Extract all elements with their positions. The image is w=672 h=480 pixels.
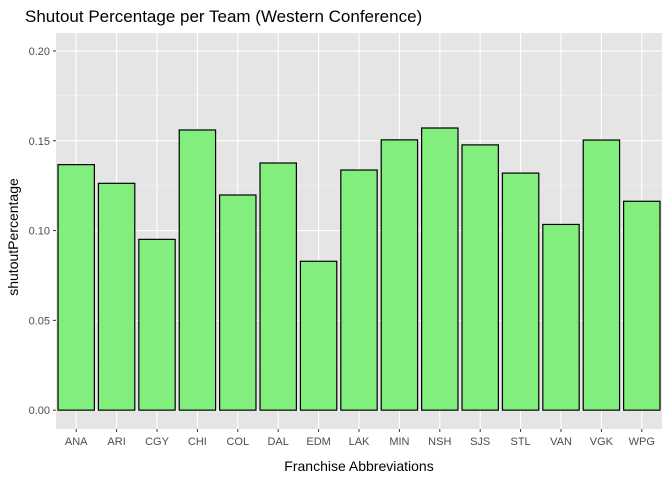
y-tick-label: 0.05 (29, 315, 50, 327)
x-tick-label: CGY (145, 436, 170, 448)
bar-ana (57, 164, 95, 411)
y-tick-label: 0.20 (29, 46, 50, 58)
x-tick-label: MIN (389, 436, 409, 448)
bar-wpg (623, 200, 661, 411)
x-tick-label: LAK (349, 436, 370, 448)
bar-cgy (138, 238, 176, 411)
y-tick-label: 0.15 (29, 136, 50, 148)
x-tick-label: WPG (629, 436, 655, 448)
x-tick-label: CHI (188, 436, 207, 448)
bar-edm (299, 260, 338, 411)
bar-lak (340, 169, 378, 411)
x-tick-label: ARI (107, 436, 125, 448)
y-axis-ticks: 0.00 0.05 0.10 0.15 0.20 (29, 46, 56, 417)
x-tick-label: NSH (428, 436, 451, 448)
x-tick-label: ANA (65, 436, 88, 448)
bar-van (542, 223, 580, 411)
bar-min (380, 139, 419, 411)
x-tick-label: COL (226, 436, 249, 448)
x-tick-label: VGK (590, 436, 614, 448)
bar-nsh (421, 127, 459, 411)
x-tick-label: DAL (267, 436, 288, 448)
bar-ari (97, 182, 136, 411)
y-axis-title: shutoutPercentage (5, 178, 21, 296)
y-tick-label: 0.10 (29, 226, 50, 238)
bar-col (219, 194, 257, 411)
chart-title: Shutout Percentage per Team (Western Con… (25, 7, 422, 26)
bar-dal (259, 162, 297, 411)
bar-stl (501, 172, 540, 411)
x-axis-ticks: ANA ARI CGY CHI COL DAL EDM LAK MIN NSH SJS STL VAN V… (65, 429, 655, 448)
bar-chi (178, 129, 217, 411)
x-axis-title: Franchise Abbreviations (284, 458, 433, 474)
y-tick-label: 0.00 (29, 405, 50, 417)
x-tick-label: SJS (470, 436, 490, 448)
x-tick-label: VAN (550, 436, 572, 448)
x-tick-label: STL (511, 436, 531, 448)
x-tick-label: EDM (306, 436, 330, 448)
bar-sjs (461, 144, 499, 411)
bars (57, 127, 661, 411)
bar-vgk (582, 139, 621, 411)
